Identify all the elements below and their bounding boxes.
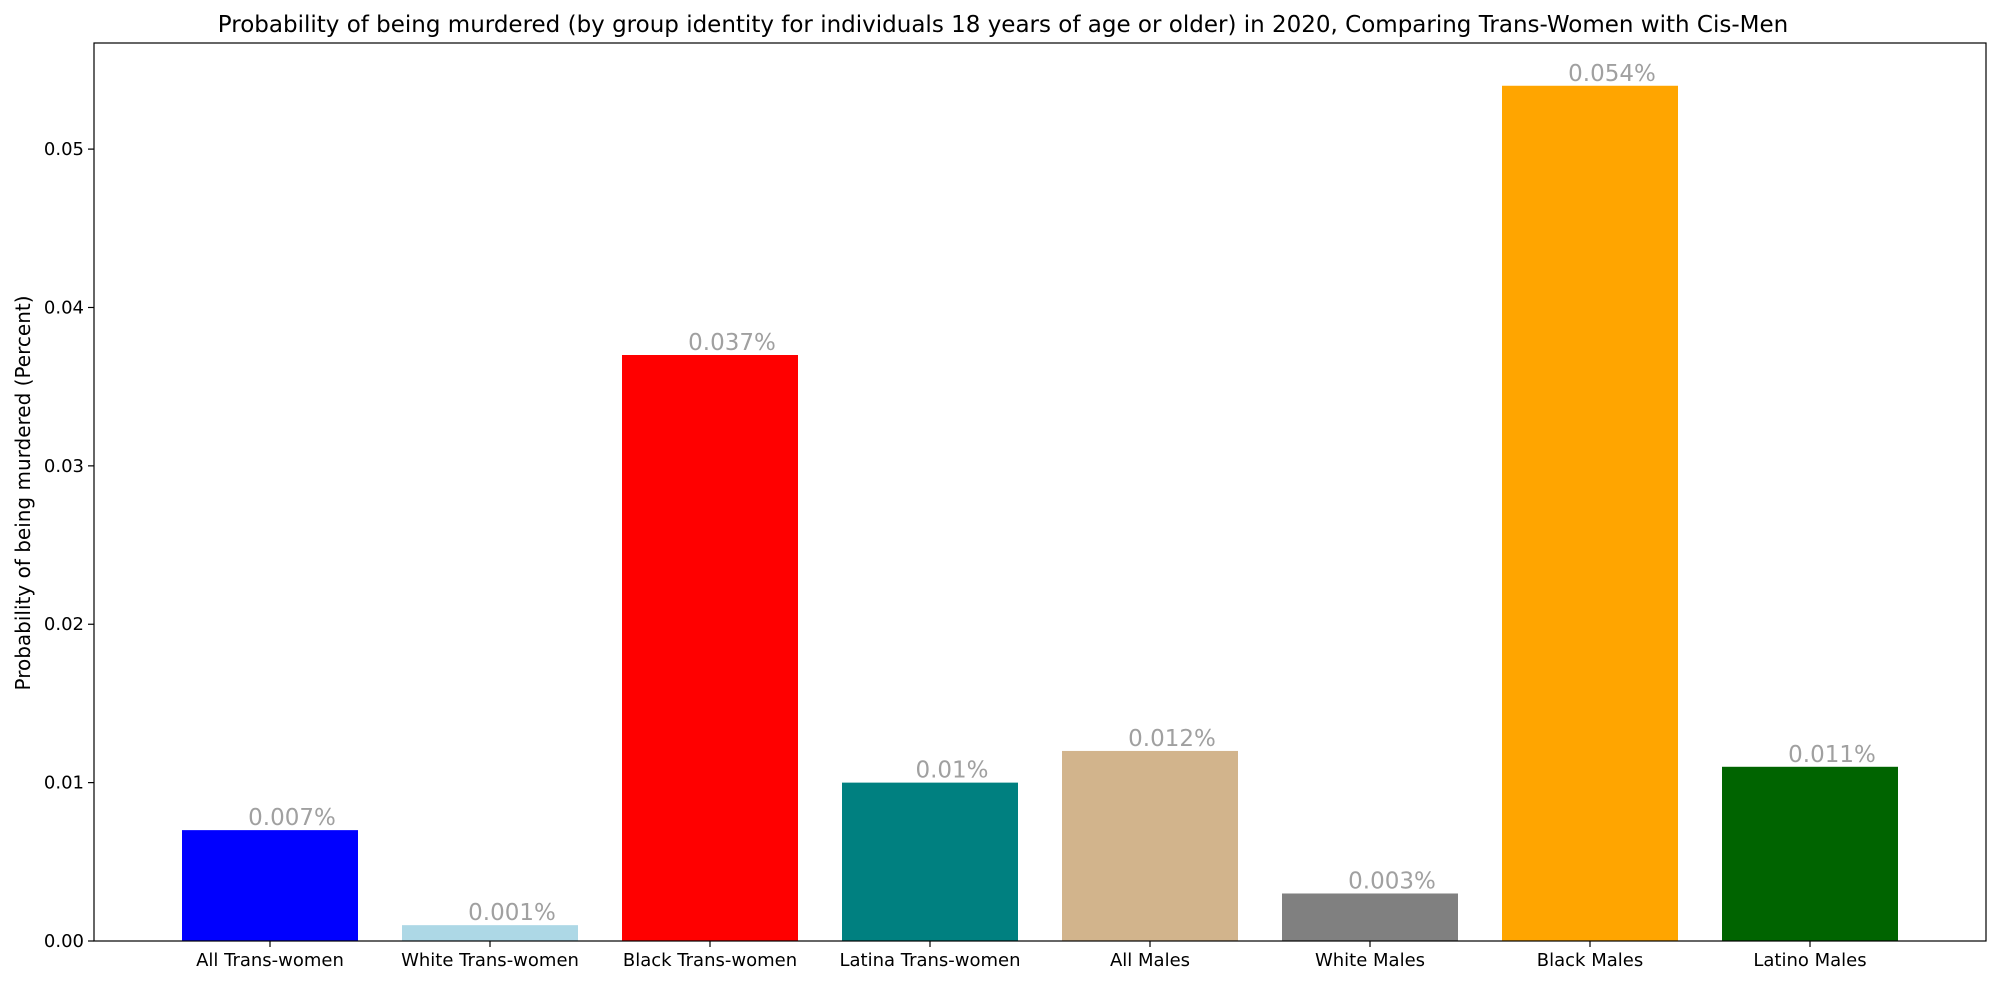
bar-value-label: 0.01% xyxy=(915,758,988,784)
bar-labels-group: 0.007% 0.001% 0.037% 0.01% 0.012% 0.003% 0.054… xyxy=(248,61,1876,926)
bar xyxy=(182,830,358,941)
x-tick-label: All Trans-women xyxy=(196,950,344,971)
bar xyxy=(1282,893,1458,941)
bar xyxy=(842,782,1018,941)
x-tick-label: White Males xyxy=(1315,950,1425,971)
x-tick-label: All Males xyxy=(1110,950,1190,971)
y-tick-label: 0.00 xyxy=(44,931,84,952)
bar xyxy=(1502,85,1678,941)
y-tick-label: 0.03 xyxy=(44,456,84,477)
bar-value-label: 0.037% xyxy=(688,330,776,356)
plot-frame xyxy=(93,42,1987,942)
y-tick-label: 0.01 xyxy=(44,773,84,794)
y-tick-label: 0.04 xyxy=(44,297,84,318)
chart-title: Probability of being murdered (by group … xyxy=(218,12,1788,38)
bar xyxy=(622,355,798,941)
bar-value-label: 0.007% xyxy=(248,805,336,831)
bars-group xyxy=(182,85,1898,941)
y-axis: 0.00 0.01 0.02 0.03 0.04 0.05 xyxy=(44,139,94,952)
x-tick-label: Latino Males xyxy=(1753,950,1866,971)
x-tick-label: White Trans-women xyxy=(401,950,579,971)
y-tick-label: 0.02 xyxy=(44,614,84,635)
x-tick-label: Latina Trans-women xyxy=(839,950,1020,971)
bar-value-label: 0.001% xyxy=(468,900,556,926)
bar xyxy=(1062,750,1238,941)
y-axis-label: Probability of being murdered (Percent) xyxy=(11,295,35,690)
y-tick-label: 0.05 xyxy=(44,139,84,160)
bar xyxy=(1722,766,1898,941)
x-tick-label: Black Males xyxy=(1537,950,1643,971)
bar-value-label: 0.003% xyxy=(1348,868,1436,894)
x-tick-label: Black Trans-women xyxy=(623,950,797,971)
bar xyxy=(402,925,578,941)
bar-value-label: 0.054% xyxy=(1568,61,1656,87)
bar-value-label: 0.011% xyxy=(1788,742,1876,768)
x-axis: All Trans-women White Trans-women Black Tr… xyxy=(196,941,1867,971)
bar-value-label: 0.012% xyxy=(1128,726,1216,752)
